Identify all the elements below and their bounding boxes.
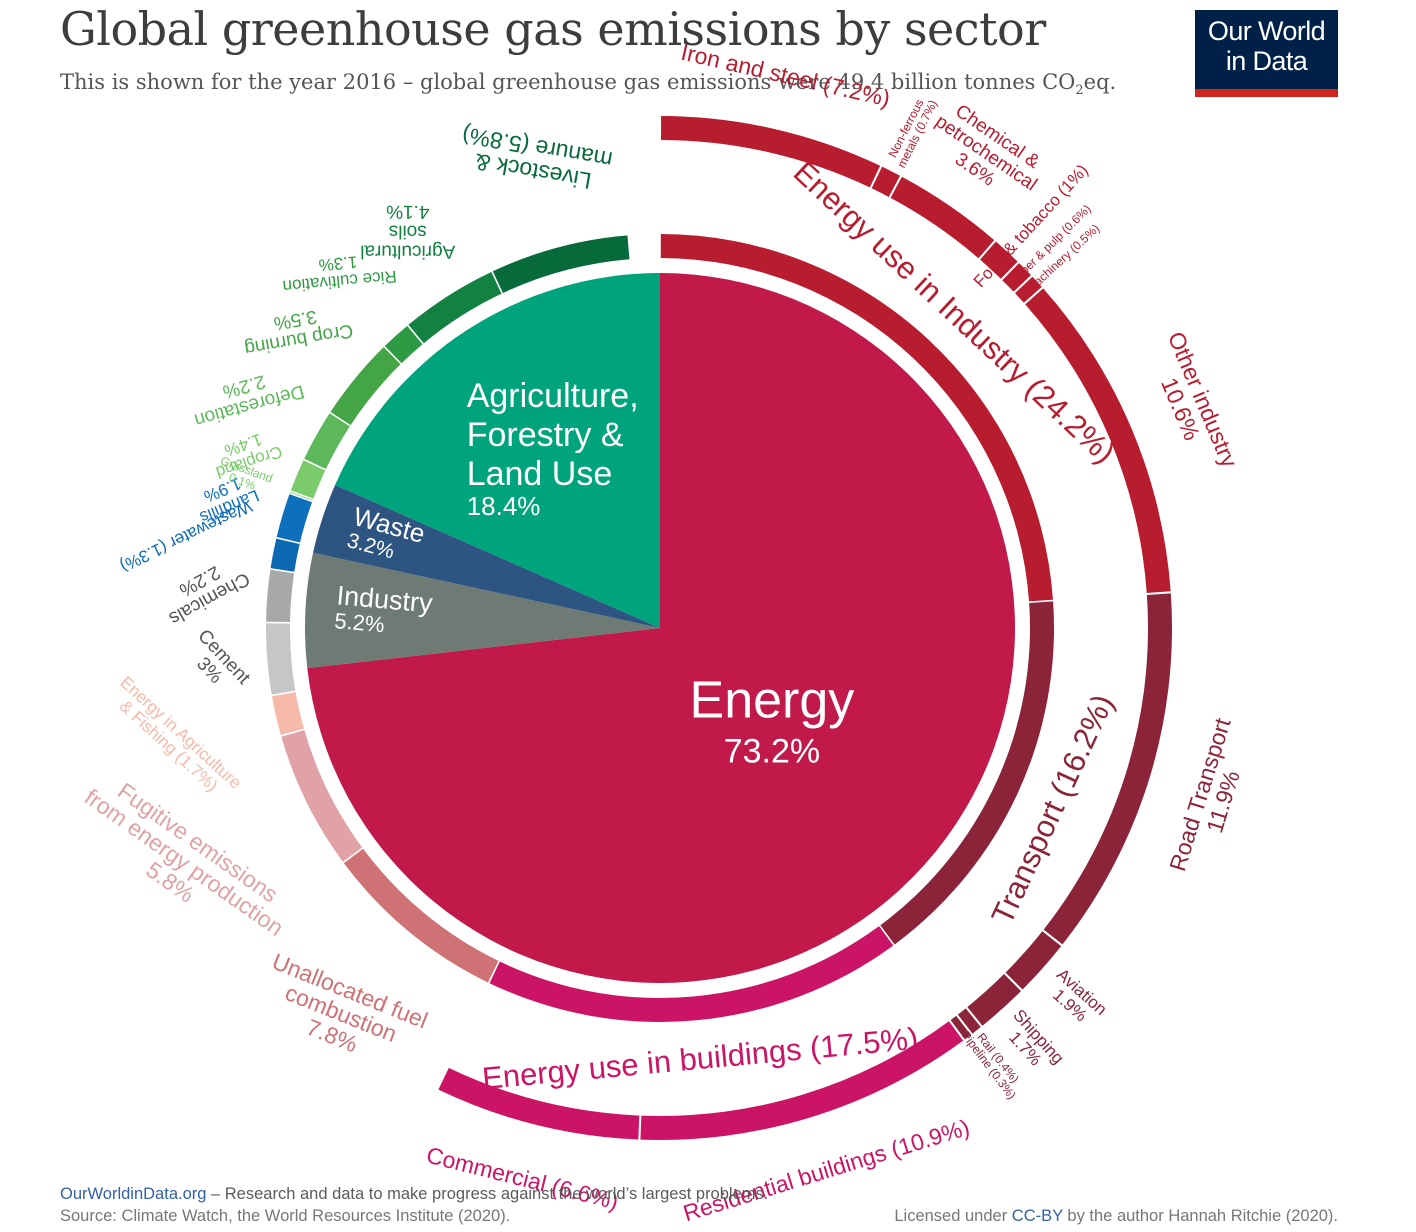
ring-outer-non-ferrous-metals: [871, 166, 901, 197]
ring-outer-iron-and-steel: [661, 116, 881, 188]
ring-transport: [880, 601, 1054, 945]
pie-slice-energy: [307, 273, 1015, 983]
pie-label-line: Agriculture,: [467, 377, 639, 415]
ring-outer-paper-and-pulp: [1002, 263, 1031, 292]
ring-agricultural-soils-label: Agriculturalsoils4.1%: [360, 201, 455, 262]
ring-wastewater: [270, 538, 300, 572]
subsector-rings: [266, 116, 1172, 1140]
logo-line-1: Our World: [1207, 16, 1326, 46]
ring-outer-shipping: [967, 974, 1021, 1026]
logo-line-2: in Data: [1225, 46, 1308, 76]
pie-label-pct: 73.2%: [724, 733, 820, 771]
pie-label-energy: Energy 73.2%: [690, 672, 855, 771]
ring-livestock-and-manure-label: Livestock &manure (5.8%): [456, 122, 614, 197]
ring-agricultural-soils-label-line: Agricultural: [360, 241, 455, 262]
pie-label-agriculture-forestry-and-land-use: Agriculture, Forestry & Land Use 18.4%: [467, 377, 639, 521]
ring-outer-iron-and-steel-label-line: Iron and steel (7.2%): [679, 39, 893, 112]
ring-outer-aviation-label: Aviation1.9%: [1041, 965, 1110, 1033]
pie-label-line: Forestry &: [467, 416, 624, 454]
ring-rice-cultivation: [384, 325, 423, 364]
footer-source: Source: Climate Watch, the World Resourc…: [60, 1207, 511, 1225]
ring-livestock-and-manure: [492, 235, 630, 293]
pie-label-line: Energy: [690, 672, 855, 730]
ring-outer-chemical-and-petrochemical-label: Chemical &petrochemical3.6%: [920, 95, 1052, 212]
ring-agricultural-soils-label-line: 4.1%: [386, 201, 429, 222]
ring-cement-label: Cement3%: [179, 626, 255, 703]
chart-subtitle: This is shown for the year 2016 – global…: [60, 70, 1116, 98]
ring-crop-burning-label: Crop burning3.5%: [239, 300, 354, 359]
owid-logo[interactable]: Our World in Data: [1195, 10, 1338, 97]
owid-link[interactable]: OurWorldinData.org: [60, 1185, 207, 1203]
pie-label-line: Land Use: [467, 455, 613, 493]
ring-outer-road-transport-label: Road Transport11.9%: [1164, 714, 1259, 881]
ring-chemicals: [266, 569, 295, 623]
ring-outer-residential-buildings: [640, 1021, 964, 1140]
pie-slice-waste: [313, 484, 660, 628]
pie-slices: [304, 273, 1015, 983]
ring-outer-other-industry-label: Other industry10.6%: [1141, 328, 1243, 481]
ring-deforestation-label: Deforestation2.2%: [187, 361, 307, 430]
ring-outer-other-industry: [1025, 288, 1171, 593]
ring-cement: [266, 623, 296, 695]
ring-grassland: [290, 491, 313, 501]
ring-fugitive-emissions-from-energy-production-label: Fugitive emissionsfrom energy production…: [66, 764, 302, 961]
ring-cropland: [290, 460, 326, 499]
subtitle-subscript: 2: [1075, 83, 1084, 99]
license-suffix: by the author Hannah Ritchie (2020).: [1062, 1207, 1338, 1225]
ring-energy-use-in-buildings: [489, 926, 894, 1022]
ring-unallocated-fuel-combustion: [343, 848, 499, 983]
ring-outer-non-ferrous-metals-label: Non-ferrousmetals (0.7%): [883, 92, 940, 170]
ring-energy-in-agriculture-and-fishing: [271, 692, 304, 736]
footer-tagline: OurWorldinData.org – Research and data t…: [60, 1185, 768, 1204]
footer-tagline-text: – Research and data to make progress aga…: [206, 1185, 769, 1203]
subtitle-text: This is shown for the year 2016 – global…: [60, 70, 1076, 94]
chart-title: Global greenhouse gas emissions by secto…: [60, 2, 1046, 56]
ring-outer-road-transport: [1043, 593, 1172, 945]
ring-deforestation: [304, 413, 350, 470]
ring-unallocated-fuel-combustion-label: Unallocated fuelcombustion7.8%: [251, 948, 432, 1078]
ring-outer-rail: [957, 1008, 981, 1034]
subtitle-unit: eq.: [1083, 70, 1117, 94]
pie-label-pct: 5.2%: [333, 608, 385, 637]
ring-agricultural-soils: [408, 271, 502, 344]
ring-crop-burning: [330, 347, 401, 426]
cc-by-link[interactable]: CC-BY: [1011, 1207, 1063, 1225]
ring-outer-chemical-and-petrochemical: [890, 176, 995, 259]
pie-slice-industry: [304, 552, 660, 669]
ring-fugitive-emissions-from-energy-production-label-line: from energy production: [80, 784, 288, 941]
ring-agricultural-soils-label-line: soils: [389, 221, 427, 242]
license-prefix: Licensed under: [894, 1207, 1012, 1225]
ring-chemicals-label: Chemicals2.2%: [156, 550, 253, 629]
ring-energy-in-agriculture-and-fishing-label-line: Energy in Agriculture: [116, 673, 245, 793]
pie-label-industry: Industry5.2%: [333, 580, 434, 641]
ring-outer-food-and-tobacco: [980, 241, 1018, 279]
ring-fugitive-emissions-from-energy-production: [281, 730, 363, 862]
ring-outer-commercial: [438, 1067, 640, 1140]
ring-outer-machinery: [1015, 276, 1042, 303]
ring-energy-use-in-industry: [660, 234, 1053, 602]
pie-slice-agriculture-forestry-and-land-use: [335, 273, 660, 628]
pie-label-pct: 18.4%: [467, 491, 541, 521]
ring-outer-aviation: [1005, 931, 1062, 990]
footer-license: Licensed under CC-BY by the author Hanna…: [894, 1207, 1338, 1226]
ring-landfills: [276, 494, 313, 543]
ring-rice-cultivation-label-line: 1.3%: [318, 252, 358, 274]
ring-outer-iron-and-steel-label: Iron and steel (7.2%): [679, 39, 893, 112]
ring-outer-pipeline: [950, 1015, 971, 1040]
